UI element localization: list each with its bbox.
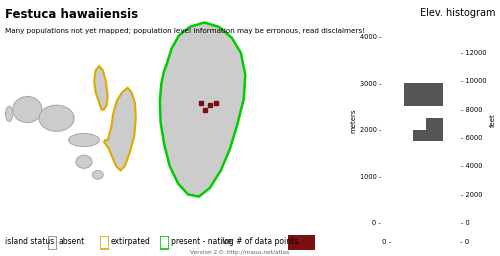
Bar: [426, 118, 444, 130]
Polygon shape: [104, 88, 136, 170]
Text: extirpated: extirpated: [111, 237, 151, 247]
Ellipse shape: [92, 170, 104, 179]
Ellipse shape: [76, 155, 92, 168]
Ellipse shape: [13, 97, 42, 123]
Text: Many populations not yet mapped; population level information may be erronous, r: Many populations not yet mapped; populat…: [5, 28, 365, 34]
Polygon shape: [94, 66, 108, 110]
Text: Version 2.0: http://mauu.net/atlas: Version 2.0: http://mauu.net/atlas: [190, 250, 289, 255]
Text: 0 -: 0 -: [382, 239, 392, 245]
Bar: [404, 83, 444, 106]
Y-axis label: meters: meters: [351, 108, 357, 133]
Ellipse shape: [39, 105, 74, 131]
Bar: [413, 130, 444, 141]
Text: - 0: - 0: [460, 239, 469, 245]
Text: island status: island status: [5, 237, 54, 247]
Text: Festuca hawaiiensis: Festuca hawaiiensis: [5, 8, 138, 21]
Text: absent: absent: [58, 237, 85, 247]
Polygon shape: [160, 23, 246, 197]
Text: Elev. histogram: Elev. histogram: [420, 8, 495, 18]
Text: log # of data points: log # of data points: [222, 237, 299, 247]
Text: present - native: present - native: [171, 237, 232, 247]
Ellipse shape: [68, 134, 100, 146]
Ellipse shape: [6, 106, 13, 122]
Y-axis label: feet: feet: [490, 113, 496, 127]
